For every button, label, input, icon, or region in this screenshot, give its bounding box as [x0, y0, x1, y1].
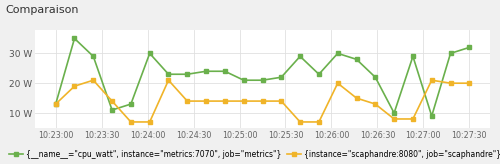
Legend: {__name__="cpu_watt", instance="metrics:7070", job="metrics"}, {instance="scapha: {__name__="cpu_watt", instance="metrics:…: [9, 150, 500, 159]
Text: Comparaison: Comparaison: [5, 5, 78, 15]
